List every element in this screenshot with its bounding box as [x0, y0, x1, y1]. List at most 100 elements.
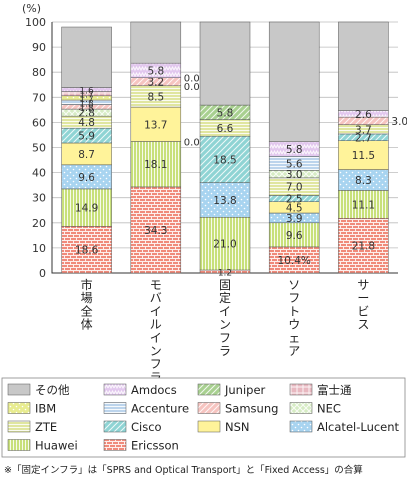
legend-label: ZTE: [35, 420, 57, 434]
legend-swatch: [197, 383, 221, 396]
data-label: 0.0: [184, 82, 200, 93]
data-label: 13.7: [144, 119, 167, 131]
data-label: 21.8: [352, 241, 375, 253]
data-label: 5.8: [217, 107, 234, 119]
bar-segment-series-13: [199, 21, 251, 106]
data-label: 1.7: [79, 91, 93, 101]
bar-segment-series-13: [268, 21, 320, 142]
x-tick-label-char: ソ: [288, 278, 300, 292]
data-label: 8.7: [78, 149, 95, 161]
legend-label: その他: [35, 383, 70, 397]
x-tick-label-char: モ: [150, 278, 162, 292]
x-tick-label-char: ラ: [219, 344, 231, 358]
data-label: 4.8: [78, 117, 95, 129]
legend-label: Ericsson: [131, 439, 179, 453]
data-label: 3.2: [147, 77, 164, 89]
bar-segment-nsn: [130, 106, 182, 142]
y-tick-label: 30: [32, 192, 46, 205]
y-tick-label: 90: [32, 41, 46, 54]
bar-segment-series-13: [338, 21, 389, 111]
y-tick-label: 70: [32, 91, 46, 104]
bar-segment-alcatel-lucent: [199, 182, 251, 218]
x-tick-label-char: フ: [219, 331, 231, 345]
legend-swatch: [7, 420, 31, 433]
legend: その他 Amdocs Juniper 富士通 IBM Accenture Samsung NE…: [1, 377, 406, 458]
legend-swatch: [289, 402, 313, 414]
legend-label: Amdocs: [131, 383, 177, 397]
data-label: 8.5: [147, 91, 164, 103]
x-tick-label-char: ウ: [288, 318, 300, 332]
legend-label: Huawei: [35, 439, 78, 453]
data-label: 2.6: [355, 109, 372, 121]
legend-label: IBM: [35, 402, 56, 416]
legend-swatch: [103, 439, 127, 451]
data-label: 3.7: [355, 124, 372, 136]
x-tick-label-char: ェ: [288, 331, 300, 345]
bar-segment-series-13: [130, 21, 182, 64]
x-tick-label-char: 全: [81, 303, 93, 318]
data-label: 5.8: [286, 144, 303, 156]
legend-swatch: [7, 439, 31, 451]
y-tick-label: 80: [32, 66, 46, 79]
data-label-layer: 18.614.99.68.75.94.82.81.81.81.71.71.634…: [75, 65, 407, 278]
data-label: 11.1: [352, 199, 375, 211]
x-tick-label-char: ス: [357, 318, 369, 332]
x-tick-label-char: イ: [150, 304, 162, 318]
x-tick-label-char: フ: [288, 291, 300, 305]
bar-segment-huawei: [130, 141, 182, 188]
legend-label: Samsung: [225, 402, 278, 416]
y-tick-label: 40: [32, 167, 46, 180]
bar-segment-huawei: [61, 188, 112, 227]
x-tick-label-char: ア: [288, 344, 300, 358]
legend-label: NEC: [317, 402, 341, 416]
data-label: 13.8: [213, 195, 236, 207]
x-tick-label-char: ー: [357, 291, 369, 305]
y-tick-label: 100: [25, 16, 46, 29]
data-label: 3.9: [286, 213, 303, 225]
data-label: 3.0: [391, 116, 407, 128]
x-tick-label-char: ビ: [357, 304, 369, 318]
y-tick-label: 20: [32, 217, 46, 230]
data-label: 5.8: [147, 65, 164, 77]
data-label: 1.6: [79, 87, 94, 97]
data-label: 10.4%: [278, 255, 311, 267]
x-tick-label-char: バ: [150, 291, 162, 305]
axis-layer: 0102030405060708090100(%)市場全体モバイルインフラ固定イ…: [22, 2, 398, 384]
bar-segment-ericsson: [268, 246, 320, 274]
legend-swatch: [289, 420, 313, 433]
legend-swatch: [197, 402, 221, 414]
data-label: 6.6: [217, 123, 234, 135]
data-label: 1.7: [79, 95, 93, 105]
data-label: 9.6: [78, 172, 95, 184]
bar-segment-series-13: [61, 26, 112, 88]
x-tick-label-char: サ: [357, 278, 369, 292]
x-tick-label-char: 場: [81, 291, 93, 305]
data-label: 14.9: [75, 203, 98, 215]
bar-segment-nsn: [338, 140, 389, 170]
y-tick-label: 50: [32, 142, 46, 155]
stacked-bar-chart: 0102030405060708090100(%)市場全体モバイルインフラ固定イ…: [1, 2, 407, 458]
legend-label: NSN: [225, 420, 250, 434]
y-tick-label: 10: [32, 242, 46, 255]
data-label: 11.5: [352, 150, 375, 162]
x-tick-label-char: イ: [219, 304, 231, 318]
data-label: 9.6: [286, 230, 303, 242]
x-tick-label-char: 市: [81, 277, 93, 292]
x-tick-label-char: ト: [288, 304, 300, 318]
data-label: 8.3: [355, 175, 372, 187]
legend-swatch: [103, 383, 127, 396]
y-axis-label: (%): [22, 2, 41, 15]
data-label: 5.6: [286, 158, 303, 170]
data-label: 18.1: [144, 159, 167, 171]
x-tick-label-char: ル: [150, 318, 162, 332]
data-label: 3.0: [286, 169, 303, 181]
legend-swatch: [289, 383, 313, 396]
data-label: 4.5: [286, 202, 303, 214]
legend-label: Juniper: [224, 383, 266, 397]
bar-segment-huawei: [199, 217, 251, 271]
bar-layer: [61, 21, 389, 274]
legend-swatch: [7, 383, 31, 396]
data-label: 1.2: [218, 268, 232, 278]
data-label: 34.3: [144, 225, 167, 237]
data-label: 21.0: [213, 239, 236, 251]
